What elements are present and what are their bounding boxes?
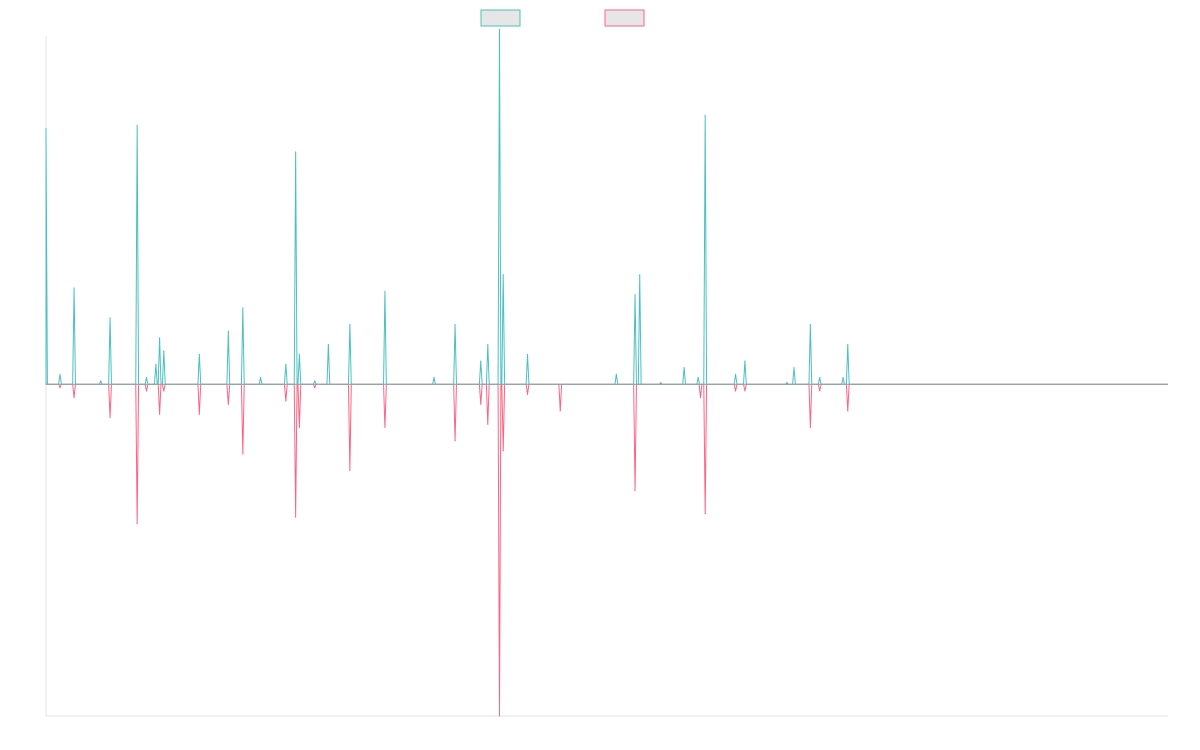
data-point-a-34[interactable] [704,115,706,117]
data-point-a-30[interactable] [639,274,641,276]
data-point-b-11[interactable] [285,400,287,402]
data-point-b-21[interactable] [502,450,504,452]
data-point-b-2[interactable] [73,396,75,399]
series-line-a [45,28,1168,385]
legend-item-series-a[interactable] [480,9,521,27]
data-point-a-2[interactable] [73,287,75,289]
data-point-b-8[interactable] [198,413,200,415]
legend-swatch-series-b [604,9,645,27]
data-point-b-26[interactable] [704,513,706,515]
data-point-a-39[interactable] [809,323,811,326]
data-point-b-13[interactable] [298,426,300,429]
data-point-a-13[interactable] [259,377,262,379]
data-point-a-41[interactable] [842,377,844,379]
data-point-a-10[interactable] [198,353,200,356]
data-point-a-36[interactable] [744,360,746,362]
data-point-b-22[interactable] [526,393,529,395]
data-point-b-15[interactable] [349,469,351,472]
data-point-a-12[interactable] [242,307,244,309]
data-point-b-16[interactable] [384,426,386,429]
data-point-a-23[interactable] [480,360,482,362]
data-point-a-8[interactable] [159,337,161,339]
data-point-b-18[interactable] [480,403,482,405]
data-point-a-31[interactable] [660,382,662,384]
data-point-a-5[interactable] [136,124,138,127]
data-point-b-1[interactable] [59,387,61,389]
data-point-a-22[interactable] [454,323,456,326]
legend-item-series-b[interactable] [604,9,645,27]
data-point-a-32[interactable] [683,367,685,369]
data-point-a-3[interactable] [100,380,102,382]
data-point-a-40[interactable] [819,377,821,379]
legend-swatch-series-a [480,9,521,27]
plot-area [45,28,1168,717]
data-point-a-33[interactable] [697,377,699,379]
data-point-b-24[interactable] [634,489,636,492]
data-point-a-20[interactable] [384,290,386,293]
data-point-a-16[interactable] [298,353,300,356]
series-line-b [46,383,1168,717]
data-point-b-20[interactable] [498,715,501,717]
data-point-a-15[interactable] [295,151,297,153]
data-point-a-6[interactable] [145,377,148,379]
data-point-a-4[interactable] [109,317,111,319]
data-point-a-14[interactable] [285,363,287,365]
data-point-b-31[interactable] [847,410,849,412]
data-point-b-25[interactable] [699,396,702,399]
data-point-b-17[interactable] [454,440,456,442]
data-point-b-23[interactable] [559,410,561,412]
data-point-a-1[interactable] [59,373,61,375]
data-point-a-17[interactable] [314,380,316,382]
data-point-a-25[interactable] [498,28,501,30]
data-point-b-28[interactable] [744,390,746,392]
data-point-a-9[interactable] [163,350,165,352]
legend [480,9,645,27]
data-point-a-28[interactable] [615,373,617,375]
data-point-a-35[interactable] [734,373,737,375]
data-point-b-6[interactable] [159,413,161,415]
data-point-a-21[interactable] [433,377,435,379]
data-point-a-37[interactable] [786,382,788,384]
data-point-a-27[interactable] [526,353,529,356]
data-point-a-7[interactable] [155,363,157,365]
data-point-b-4[interactable] [136,523,138,525]
data-point-a-42[interactable] [847,343,849,346]
data-point-b-5[interactable] [145,390,148,392]
data-point-a-29[interactable] [634,294,636,296]
data-point-b-12[interactable] [295,516,297,518]
data-point-b-19[interactable] [487,423,489,425]
data-point-b-30[interactable] [819,390,821,392]
data-point-a-26[interactable] [502,274,504,276]
data-point-b-7[interactable] [163,390,165,392]
data-point-b-27[interactable] [734,390,737,392]
data-point-a-24[interactable] [487,343,489,346]
data-point-b-29[interactable] [809,426,811,429]
data-point-b-9[interactable] [227,403,229,405]
data-point-a-38[interactable] [793,367,795,369]
data-point-b-14[interactable] [314,387,316,389]
data-point-a-18[interactable] [327,343,329,346]
data-point-b-10[interactable] [242,453,244,455]
data-point-a-11[interactable] [227,330,229,332]
data-point-a-0[interactable] [45,128,47,130]
data-point-b-3[interactable] [109,416,111,419]
data-point-a-19[interactable] [349,323,351,326]
